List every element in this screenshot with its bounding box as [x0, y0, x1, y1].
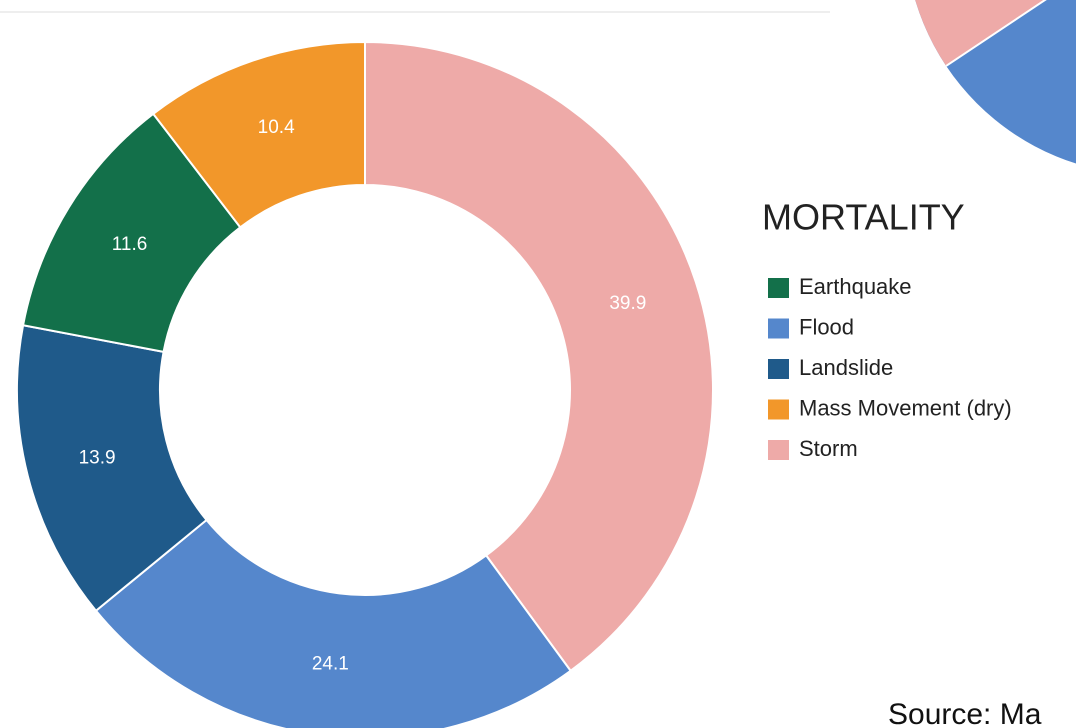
data-label: 10.4 — [258, 117, 295, 138]
data-label: 24.1 — [312, 653, 349, 674]
data-label: 13.9 — [79, 447, 116, 468]
legend-label: Storm — [799, 436, 858, 461]
legend-swatch — [768, 278, 789, 298]
donut-slice — [94, 518, 573, 728]
legend-swatch — [768, 399, 789, 420]
donut-slice — [151, 40, 366, 229]
legend-label: Mass Movement (dry) — [799, 395, 1012, 420]
legend-swatch — [768, 318, 789, 339]
legend-swatch — [768, 359, 789, 379]
legend-label: Earthquake — [799, 274, 912, 299]
legend-swatch — [768, 440, 789, 460]
chart-title: MORTALITY — [762, 197, 965, 238]
legend-label: Landslide — [799, 355, 893, 380]
data-label: 11.6 — [112, 234, 148, 255]
donut-slice — [364, 40, 714, 673]
data-label: 39.9 — [609, 293, 646, 314]
legend-label: Flood — [799, 314, 854, 339]
partial-pie — [905, 0, 1076, 175]
source: Source: Ma — [888, 698, 1042, 728]
